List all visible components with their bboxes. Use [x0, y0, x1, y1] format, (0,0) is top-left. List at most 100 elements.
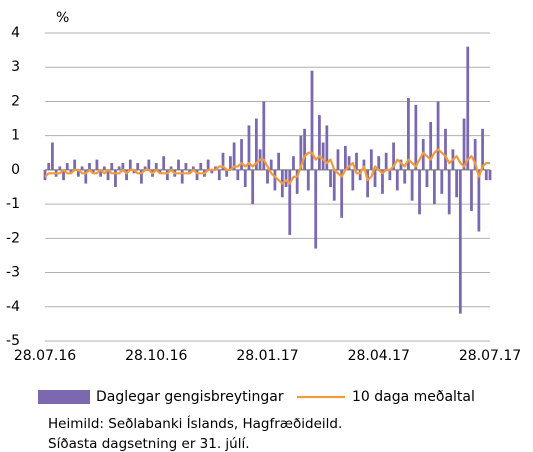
y-tick-label: 3 [11, 59, 20, 75]
bar [251, 169, 255, 205]
bar [288, 169, 292, 235]
bar [362, 159, 366, 170]
y-tick-label: 1 [11, 128, 20, 144]
bar [477, 169, 481, 232]
bar [369, 149, 373, 170]
bar [377, 156, 381, 170]
bar [407, 98, 410, 170]
bar [229, 156, 232, 170]
x-tick-label: 28.07.16 [14, 348, 76, 364]
bar [199, 163, 203, 170]
bar [106, 169, 110, 181]
bar [225, 169, 229, 177]
bar [195, 169, 199, 181]
bar [381, 169, 384, 194]
bar [158, 169, 162, 174]
bar [147, 159, 151, 170]
bar [221, 152, 225, 170]
bar [458, 169, 462, 314]
bar [254, 118, 258, 170]
bar [329, 169, 332, 187]
bar [43, 169, 47, 181]
bar [140, 169, 143, 184]
bar [418, 169, 421, 215]
bar [95, 159, 99, 170]
bar [292, 156, 295, 170]
bar [184, 163, 188, 170]
bar [136, 163, 140, 170]
bar [162, 156, 166, 170]
bar [306, 169, 310, 191]
bar [314, 169, 318, 249]
bar [169, 166, 173, 170]
x-tick-label: 28.01.17 [236, 348, 298, 364]
y-tick-label: -4 [6, 299, 20, 315]
y-tick-label: -5 [6, 333, 20, 349]
bar [318, 115, 321, 170]
bar [125, 169, 128, 181]
legend-swatch [38, 390, 90, 404]
bar [110, 163, 114, 170]
bar [310, 70, 314, 170]
bar [473, 139, 477, 170]
bar [340, 169, 344, 218]
bar [373, 169, 377, 187]
bar [47, 163, 51, 170]
bar [444, 128, 447, 170]
y-tick-label: -1 [6, 196, 20, 212]
bar [217, 169, 221, 181]
bar [247, 125, 251, 170]
bar [384, 152, 388, 170]
bar [73, 159, 77, 170]
bar [154, 163, 158, 170]
bar [132, 169, 136, 174]
bar [62, 169, 65, 181]
bar [58, 166, 62, 170]
bar [440, 169, 444, 194]
bar [180, 169, 184, 184]
bar [343, 145, 347, 170]
bar [91, 169, 95, 174]
bar [395, 169, 399, 191]
bar [336, 149, 340, 170]
bar [332, 169, 336, 201]
legend-label: Daglegar gengisbreytingar [96, 389, 284, 405]
y-axis-label: % [56, 10, 69, 26]
bar [462, 118, 466, 170]
bar [299, 135, 303, 170]
bar [325, 125, 329, 170]
x-tick-label: 28.10.16 [125, 348, 187, 364]
bar [432, 169, 436, 205]
bar [121, 163, 125, 170]
bar [273, 169, 277, 191]
bar [206, 159, 210, 170]
bar [128, 159, 132, 170]
bar [277, 152, 281, 170]
bar [102, 166, 106, 170]
bar [114, 169, 117, 187]
bar [143, 166, 147, 170]
bar [388, 169, 392, 181]
bar [269, 159, 273, 170]
bar [399, 159, 403, 170]
bar [410, 169, 414, 201]
bar [455, 169, 459, 198]
line [44, 148, 490, 185]
bar [232, 142, 236, 170]
x-tick-label: 28.07.17 [459, 348, 521, 364]
y-tick-label: -2 [6, 230, 20, 246]
bar [425, 169, 429, 187]
legend-label: 10 daga meðaltal [352, 389, 475, 405]
bar [214, 166, 217, 170]
x-tick-label: 28.04.17 [348, 348, 410, 364]
bar [243, 169, 247, 187]
bar [284, 169, 288, 187]
bar [414, 104, 418, 170]
bar [358, 169, 362, 181]
bar [99, 169, 103, 177]
bar [303, 128, 306, 170]
bar [355, 152, 358, 170]
y-tick-label: 2 [11, 93, 20, 109]
bar [177, 159, 180, 170]
